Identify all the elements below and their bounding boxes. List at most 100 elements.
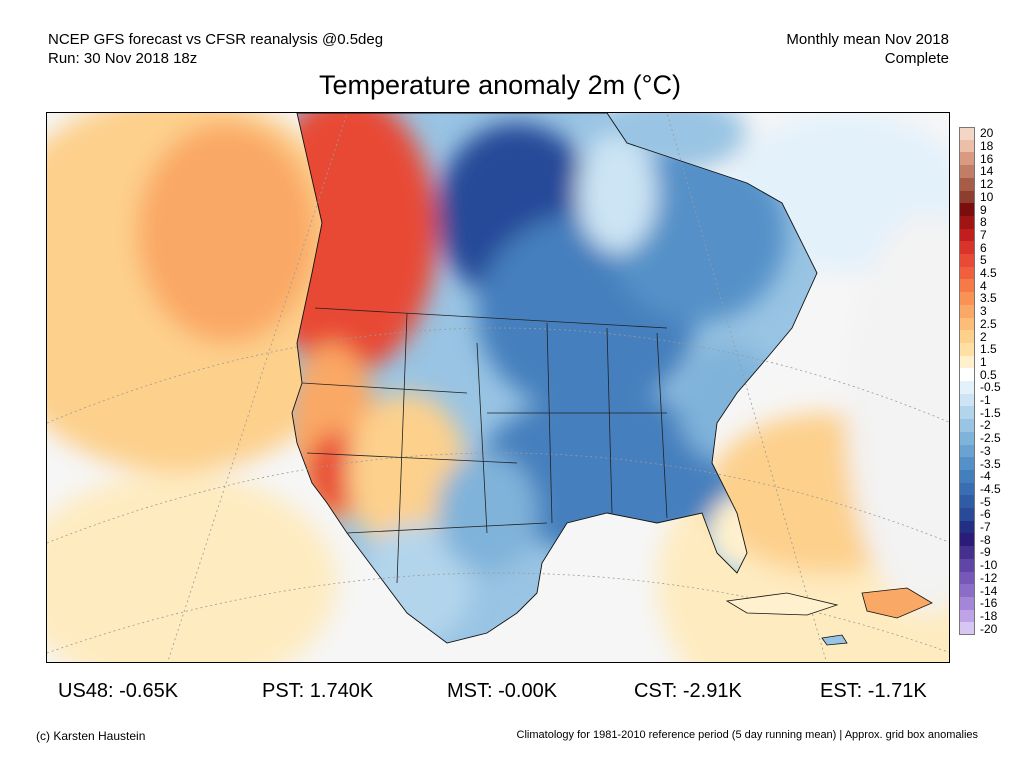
color-scale-cell: [959, 482, 975, 496]
climatology-note: Climatology for 1981-2010 reference peri…: [516, 729, 978, 741]
state-borders: [301, 307, 668, 584]
color-scale-cell: [959, 177, 975, 191]
color-scale-cell: [959, 266, 975, 280]
color-scale-cell: [959, 203, 975, 217]
color-scale-cell: [959, 457, 975, 471]
color-scale-label: 3: [980, 304, 987, 319]
color-scale-cell: [959, 304, 975, 318]
color-scale-label: 3.5: [980, 291, 997, 306]
color-scale-cell: [959, 317, 975, 331]
color-scale-label: 4.5: [980, 266, 997, 281]
color-scale-cell: [959, 469, 975, 484]
color-scale-cell: [959, 520, 975, 534]
color-scale-label: -5: [980, 494, 991, 509]
stat-cst: CST: -2.91K: [634, 680, 742, 702]
color-scale-label: 12: [980, 177, 994, 192]
stat-est: EST: -1.71K: [820, 680, 927, 702]
color-scale-label: 6: [980, 240, 987, 255]
color-scale-cell: [959, 508, 975, 522]
color-scale-cell: [959, 406, 975, 420]
model-description: NCEP GFS forecast vs CFSR reanalysis @0.…: [48, 31, 384, 48]
graticule: [47, 113, 949, 662]
stat-us48: US48: -0.65K: [58, 680, 179, 702]
color-scale-label: -4: [980, 469, 991, 484]
color-scale-cell: [959, 292, 975, 306]
color-scale-cell: [959, 444, 975, 458]
color-scale-label: 2: [980, 329, 987, 344]
color-scale-label: -2: [980, 418, 991, 433]
color-scale-cell: [959, 342, 975, 357]
color-scale-cell: [959, 165, 975, 179]
color-scale-label: -2.5: [980, 431, 1001, 446]
color-scale-label: -16: [980, 596, 998, 611]
color-scale-label: -8: [980, 532, 991, 547]
color-scale-cell: [959, 330, 975, 344]
header-left: NCEP GFS forecast vs CFSR reanalysis @0.…: [48, 30, 383, 68]
color-scale-label: -14: [980, 583, 998, 598]
color-scale-cell: [959, 254, 975, 268]
color-scale-label: -12: [980, 570, 998, 585]
color-scale-cell: [959, 431, 975, 445]
color-scale-cell: [959, 355, 975, 369]
color-scale-label: 20: [980, 126, 994, 141]
header-right: Monthly mean Nov 2018 Complete: [786, 30, 949, 68]
run-info: Run: 30 Nov 2018 18z: [48, 50, 198, 67]
color-scale-label: 2.5: [980, 316, 997, 331]
color-scale-cell: [959, 152, 975, 166]
color-scale-label: -3: [980, 443, 991, 458]
color-scale-cell: [959, 419, 975, 433]
color-scale-cell: [959, 596, 975, 611]
stat-pst: PST: 1.740K: [262, 680, 374, 702]
color-scale-label: 1: [980, 354, 987, 369]
coastline: [291, 113, 818, 644]
anomaly-map-graphic: [47, 113, 949, 662]
map-title: Temperature anomaly 2m (°C): [319, 70, 681, 100]
color-scale-label: 8: [980, 215, 987, 230]
color-scale-label: -6: [980, 507, 991, 522]
color-scale-label: 5: [980, 253, 987, 268]
color-scale-label: -1.5: [980, 405, 1001, 420]
color-scale-cell: [959, 393, 975, 407]
color-scale-label: -20: [980, 621, 998, 636]
regional-stats: US48: -0.65K PST: 1.740K MST: -0.00K CST…: [0, 680, 1024, 704]
color-scale-cell: [959, 584, 975, 598]
color-scale-label: 7: [980, 227, 987, 242]
color-scale-cell: [959, 533, 975, 547]
color-scale-cell: [959, 279, 975, 293]
color-scale-cell: [959, 228, 975, 242]
color-scale-label: -0.5: [980, 380, 1001, 395]
color-scale-cell: [959, 558, 975, 572]
color-scale-cell: [959, 190, 975, 204]
color-scale-label: -1: [980, 393, 991, 408]
color-scale-cell: [959, 381, 975, 395]
color-scale-cell: [959, 571, 975, 585]
color-scale-cell: [959, 139, 975, 153]
period-description: Monthly mean Nov 2018: [786, 31, 949, 48]
color-scale-label: -3.5: [980, 456, 1001, 471]
anomaly-map: [46, 112, 950, 663]
color-scale-label: 16: [980, 151, 994, 166]
caribbean-islands: [725, 587, 933, 646]
color-scale-label: -9: [980, 545, 991, 560]
color-scale-cell: [959, 622, 975, 636]
copyright-notice: (c) Karsten Haustein: [36, 729, 146, 743]
color-scale-label: 1.5: [980, 342, 997, 357]
color-scale-label: -10: [980, 558, 998, 573]
color-scale-cell: [959, 609, 975, 623]
color-scale-label: 18: [980, 139, 994, 154]
color-scale-label: 9: [980, 202, 987, 217]
color-scale-label: 14: [980, 164, 994, 179]
color-scale-cell: [959, 546, 975, 560]
color-scale-label: 4: [980, 278, 987, 293]
color-scale-label: 0.5: [980, 367, 997, 382]
stat-mst: MST: -0.00K: [447, 680, 558, 702]
color-scale-cell: [959, 241, 975, 255]
color-scale-cell: [959, 495, 975, 509]
color-scale-label: 10: [980, 189, 994, 204]
completion-status: Complete: [884, 50, 949, 67]
color-scale-cell: [959, 368, 975, 382]
color-scale-label: -4.5: [980, 481, 1001, 496]
color-scale-label: -18: [980, 608, 998, 623]
color-scale-cell: [959, 127, 975, 141]
color-scale-label: -7: [980, 520, 991, 535]
